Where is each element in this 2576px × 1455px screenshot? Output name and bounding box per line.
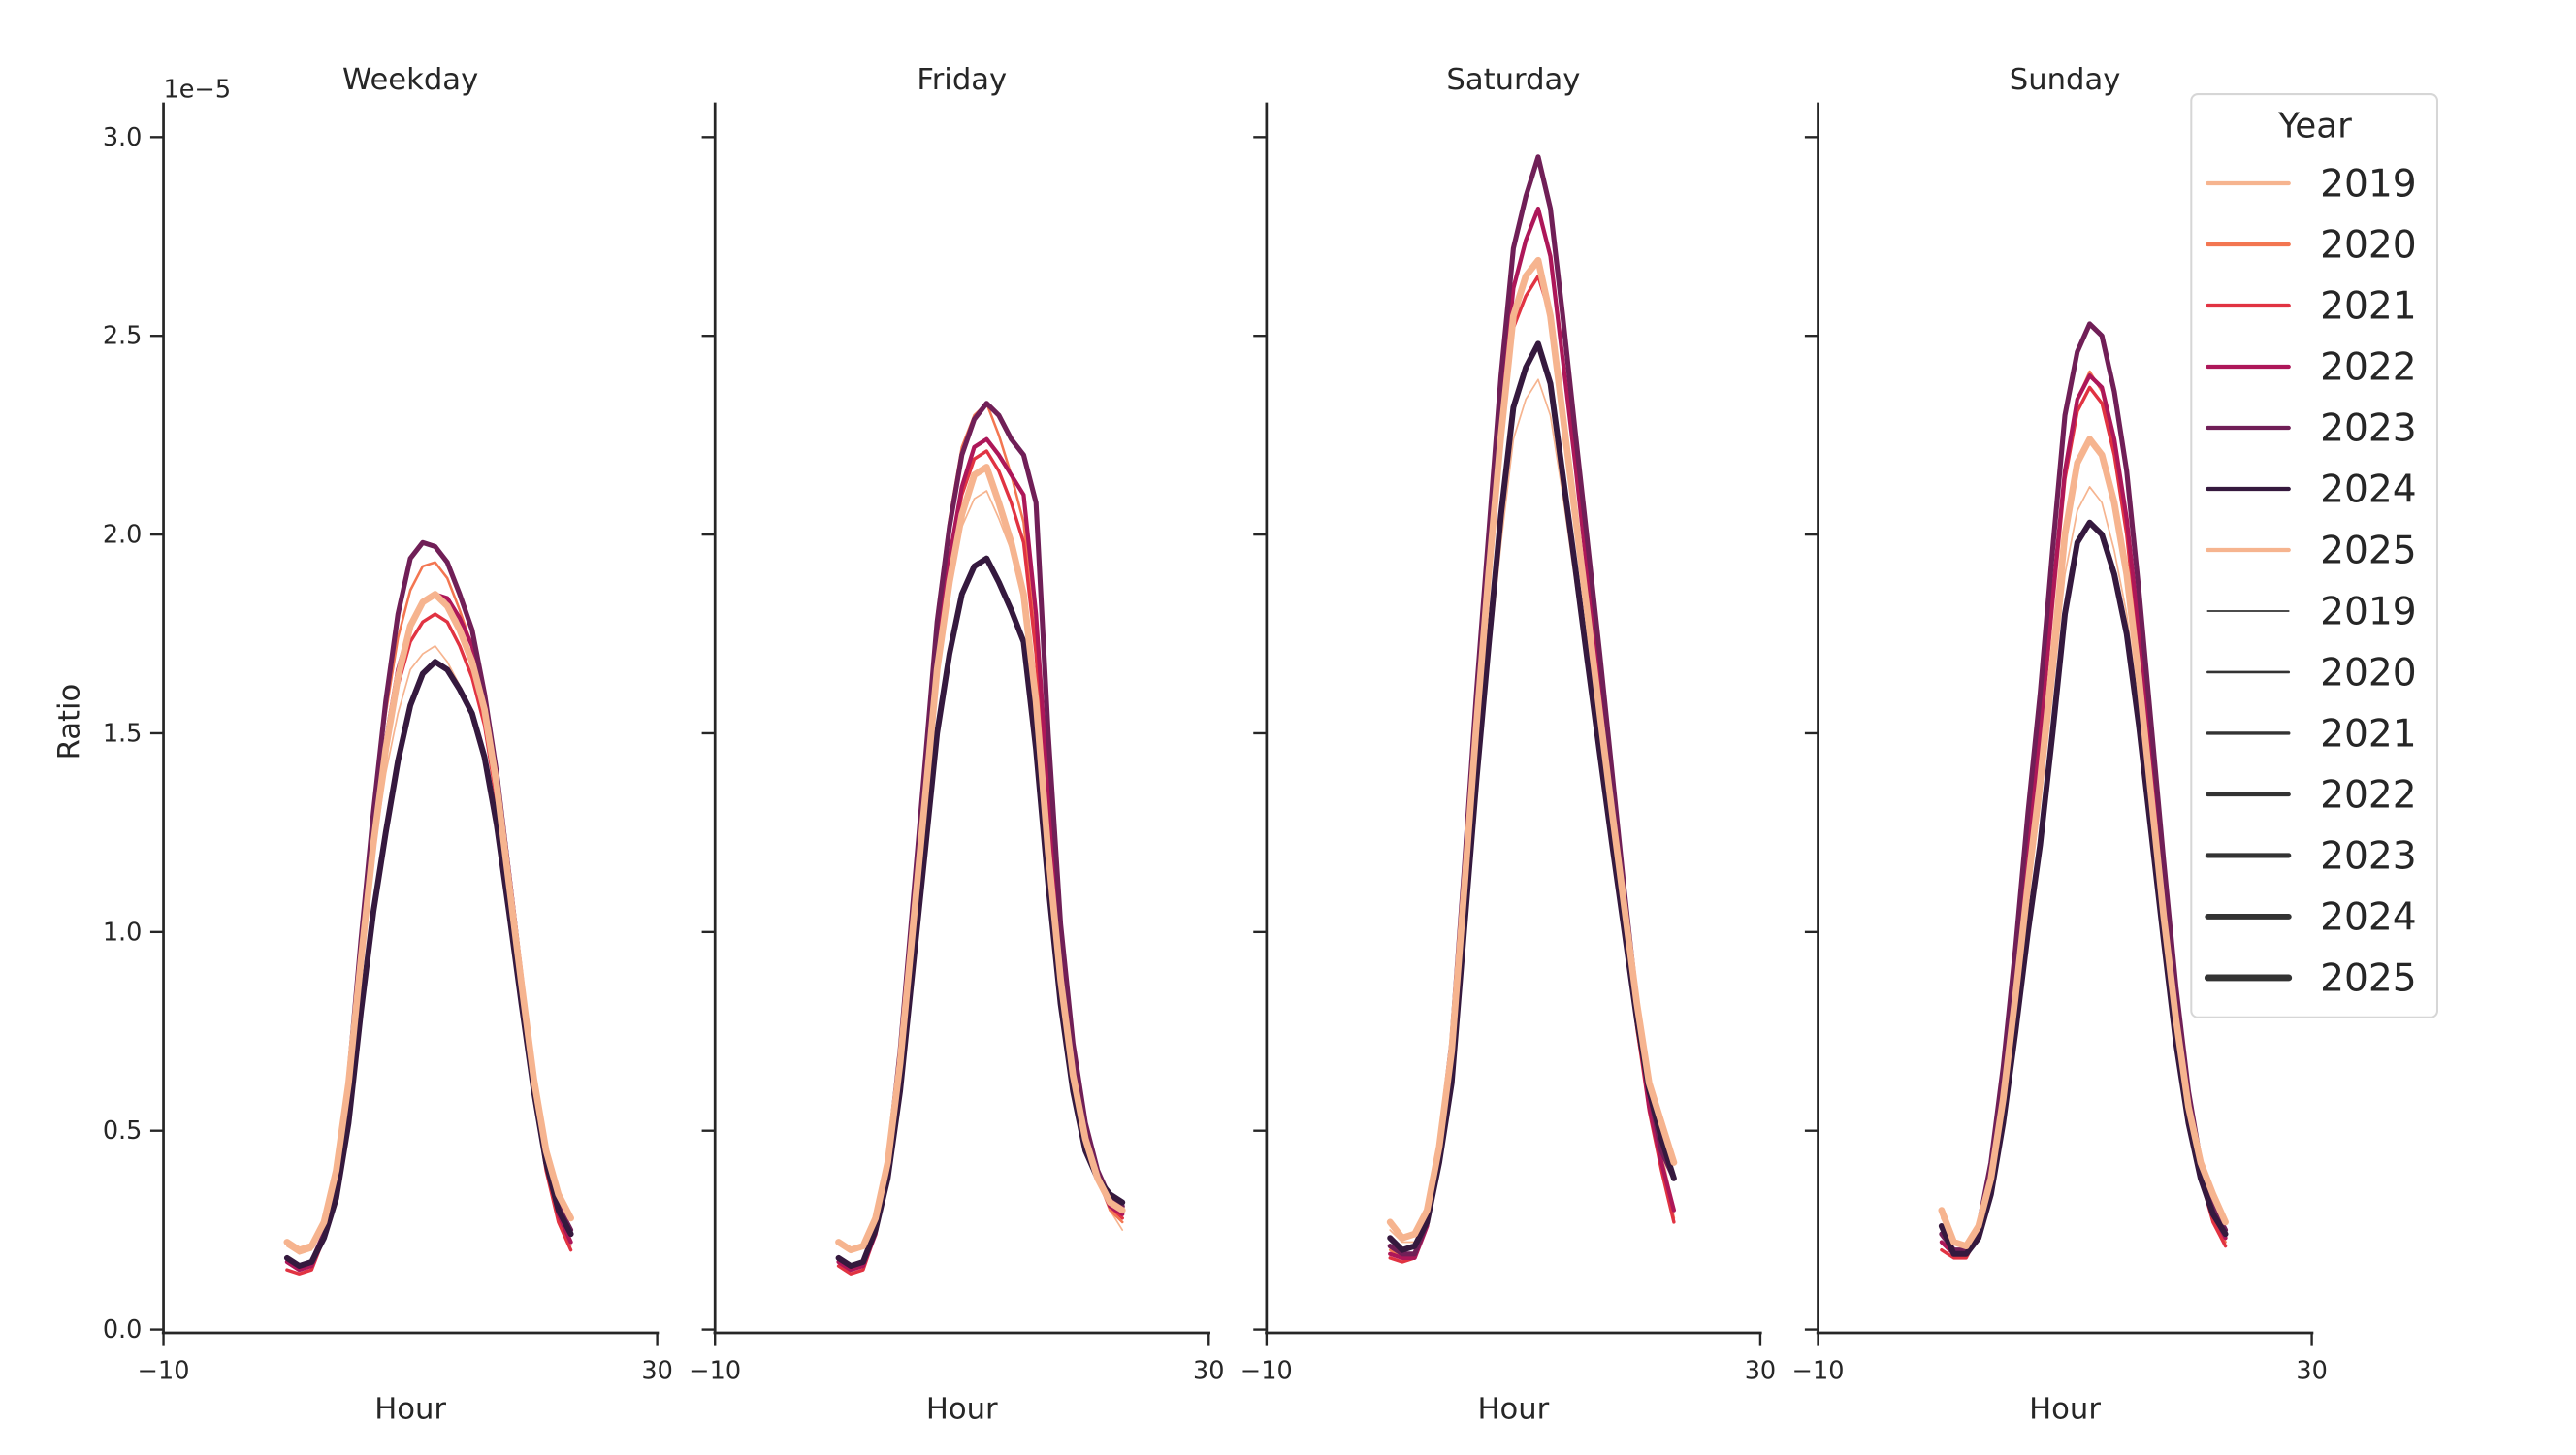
legend-frame xyxy=(2190,93,2439,1018)
legend-label-hue: 2021 xyxy=(2320,285,2417,329)
legend-label-hue: 2023 xyxy=(2320,407,2417,451)
series-line-2019 xyxy=(286,645,572,1255)
legend-label-size: 2020 xyxy=(2320,652,2417,695)
panel-title: Saturday xyxy=(1446,63,1580,97)
y-axis-label: Ratio xyxy=(53,684,87,760)
x-tick-label: −10 xyxy=(1792,1357,1845,1386)
x-tick-label: 30 xyxy=(1745,1357,1776,1386)
series-line-2020 xyxy=(837,402,1124,1272)
x-tick-label: 30 xyxy=(1193,1357,1224,1386)
x-axis-label: Hour xyxy=(374,1393,446,1427)
legend-label-hue: 2022 xyxy=(2320,346,2417,390)
y-tick-label: 0.5 xyxy=(103,1116,143,1146)
series-line-2020 xyxy=(1940,370,2227,1256)
y-tick-label: 0.0 xyxy=(103,1315,143,1344)
series-line-2022 xyxy=(284,592,573,1273)
series-line-2024 xyxy=(283,659,574,1270)
legend-label-hue: 2024 xyxy=(2320,469,2417,512)
x-tick-label: −10 xyxy=(1240,1357,1293,1386)
series-line-2021 xyxy=(285,612,573,1276)
legend-label-hue: 2019 xyxy=(2320,163,2417,207)
y-tick-label: 1.5 xyxy=(103,719,143,748)
x-tick-label: 30 xyxy=(641,1357,672,1386)
legend-label-size: 2024 xyxy=(2320,896,2417,940)
legend-label-size: 2025 xyxy=(2320,957,2417,1001)
series-line-2022 xyxy=(1939,373,2228,1256)
x-axis-label: Hour xyxy=(2029,1393,2101,1427)
y-tick-label: 1.0 xyxy=(103,918,143,947)
panel-title: Weekday xyxy=(342,63,478,97)
x-tick-label: 30 xyxy=(2296,1357,2327,1386)
series-line-2023 xyxy=(1387,154,1677,1257)
series-line-2019 xyxy=(1941,486,2227,1247)
legend-label-size: 2019 xyxy=(2320,591,2417,634)
series-line-2025 xyxy=(283,591,574,1254)
series-line-2021 xyxy=(836,449,1124,1276)
series-line-2025 xyxy=(1386,256,1678,1242)
series-line-2021 xyxy=(1940,385,2228,1260)
panel-saturday: Saturday −10 30 Hour xyxy=(1240,63,1776,1427)
series-line-2022 xyxy=(1388,206,1677,1260)
series-line-2020 xyxy=(1388,259,1676,1260)
y-tick-label: 2.0 xyxy=(103,521,143,550)
series-line-2024 xyxy=(1387,340,1677,1253)
x-tick-label: −10 xyxy=(689,1357,741,1386)
x-tick-label: −10 xyxy=(138,1357,190,1386)
panel-title: Friday xyxy=(917,63,1007,97)
legend-label-hue: 2025 xyxy=(2320,530,2417,573)
panel-sunday: Sunday −10 30 Hour xyxy=(1792,63,2328,1427)
series-line-2025 xyxy=(835,464,1126,1254)
y-tick-label: 3.0 xyxy=(103,123,143,152)
series-line-2023 xyxy=(1939,321,2229,1253)
series-line-2025 xyxy=(1938,436,2229,1250)
y-offset-label: 1e−5 xyxy=(164,75,232,104)
legend: Year 2019 2020 2021 2022 2023 2024 2025 2019 2020… xyxy=(2190,93,2439,1018)
panel-friday: Friday −10 30 Hour xyxy=(689,63,1224,1427)
series-line-2024 xyxy=(835,555,1126,1270)
series-line-2021 xyxy=(1388,274,1676,1264)
legend-label-size: 2022 xyxy=(2320,774,2417,818)
x-axis-label: Hour xyxy=(926,1393,998,1427)
legend-label-hue: 2020 xyxy=(2320,224,2417,268)
series-line-2019 xyxy=(1389,378,1675,1244)
legend-label-size: 2021 xyxy=(2320,713,2417,757)
y-tick-label: 2.5 xyxy=(103,322,143,351)
series-line-2023 xyxy=(284,539,574,1269)
panel-title: Sunday xyxy=(2010,63,2121,97)
panel-weekday: Weekday 0.0 0.5 1.0 1.5 2.0 2.5 3.0 −10 30 Hour xyxy=(103,63,673,1427)
legend-title: Year xyxy=(2277,106,2352,146)
legend-label-size: 2023 xyxy=(2320,835,2417,879)
series-line-2024 xyxy=(1938,519,2229,1257)
x-axis-label: Hour xyxy=(1478,1393,1550,1427)
